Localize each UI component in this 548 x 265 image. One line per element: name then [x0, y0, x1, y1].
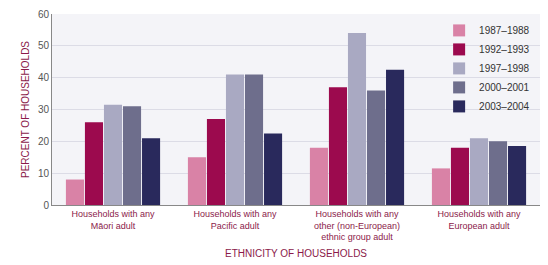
- svg-text:50: 50: [38, 40, 50, 51]
- svg-text:40: 40: [38, 72, 50, 83]
- svg-text:0: 0: [43, 200, 49, 211]
- svg-text:Households with anyEuropean ad: Households with anyEuropean adult: [437, 209, 521, 231]
- svg-text:2003–2004: 2003–2004: [479, 101, 529, 112]
- svg-text:30: 30: [38, 104, 50, 115]
- svg-text:ETHNICITY OF HOUSEHOLDS: ETHNICITY OF HOUSEHOLDS: [225, 248, 367, 259]
- svg-text:Households with anyMāori adult: Households with anyMāori adult: [71, 209, 155, 231]
- svg-text:Households with anyPacific adu: Households with anyPacific adult: [193, 209, 277, 231]
- svg-text:1987–1988: 1987–1988: [479, 25, 529, 36]
- svg-text:20: 20: [38, 136, 50, 147]
- svg-text:60: 60: [38, 9, 50, 20]
- svg-text:10: 10: [38, 168, 50, 179]
- svg-text:PERCENT OF HOUSEHOLDS: PERCENT OF HOUSEHOLDS: [20, 41, 31, 178]
- svg-text:Households with anyother (non-: Households with anyother (non-European)e…: [314, 209, 400, 242]
- svg-text:2000–2001: 2000–2001: [479, 82, 529, 93]
- svg-text:1997–1998: 1997–1998: [479, 63, 529, 74]
- svg-text:1992–1993: 1992–1993: [479, 44, 529, 55]
